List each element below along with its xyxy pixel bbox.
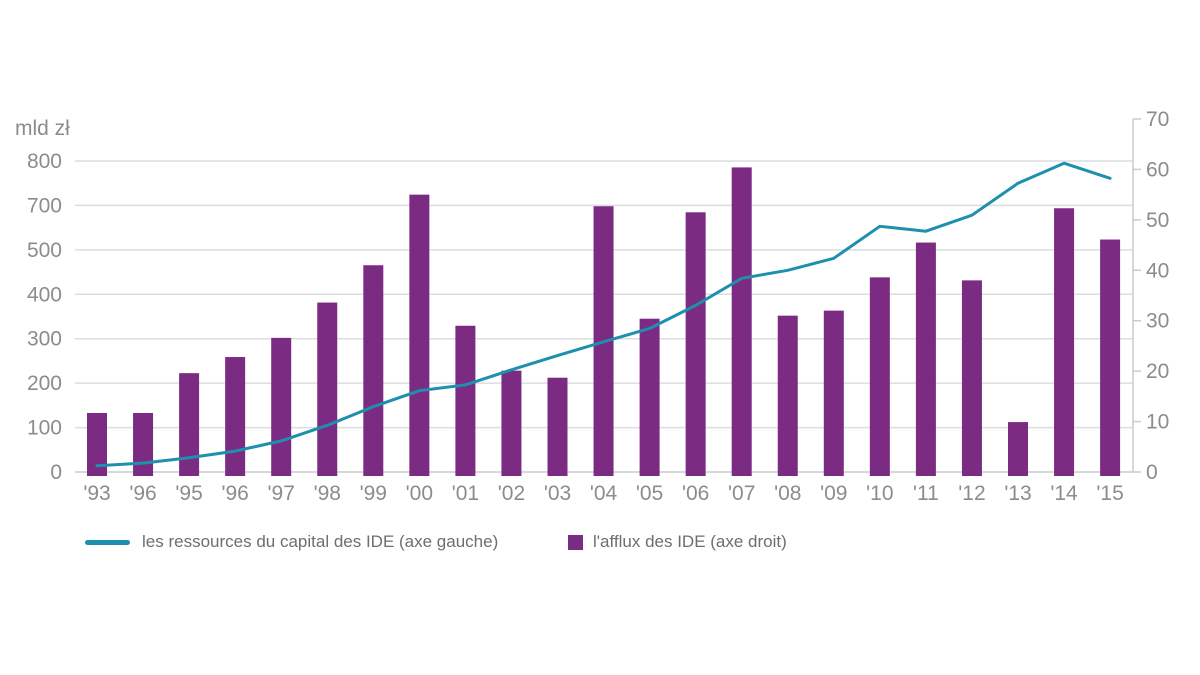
- bar: [225, 357, 246, 476]
- bar: [1008, 422, 1028, 476]
- right-axis-tick-label: 40: [1146, 259, 1169, 282]
- x-axis-tick-label: '95: [175, 482, 202, 505]
- bar-series-legend-label: l'afflux des IDE (axe droit): [593, 532, 787, 551]
- line-series-legend-label: les ressources du capital des IDE (axe g…: [142, 532, 499, 551]
- left-axis-tick-label: 500: [27, 239, 62, 262]
- bar: [915, 242, 936, 476]
- legend-item-line-series: les ressources du capital des IDE (axe g…: [85, 530, 498, 554]
- bar: [409, 194, 430, 476]
- x-axis-tick-label: '98: [314, 482, 341, 505]
- right-axis-tick-label: 50: [1146, 209, 1169, 232]
- x-axis-tick-label: '01: [452, 482, 479, 505]
- right-axis-tick-label: 70: [1146, 108, 1169, 131]
- bar: [501, 370, 522, 476]
- x-axis-tick-label: '93: [83, 482, 110, 505]
- x-axis-tick-label: '04: [590, 482, 618, 505]
- x-axis-tick-label: '09: [820, 482, 847, 505]
- x-axis-tick-label: '11: [913, 482, 939, 505]
- legend-item-bar-series: l'afflux des IDE (axe droit): [568, 530, 787, 554]
- bar-series-swatch: [568, 534, 583, 550]
- x-axis-tick-label: '96: [221, 482, 248, 505]
- left-axis-tick-label: 200: [27, 372, 62, 395]
- bar: [547, 377, 568, 476]
- x-axis-tick-label: '13: [1004, 482, 1031, 505]
- bar: [777, 315, 798, 476]
- bar: [1054, 208, 1075, 476]
- bar: [823, 310, 844, 476]
- line-series-swatch: [85, 539, 130, 545]
- bar: [87, 412, 107, 476]
- x-axis-tick-label: '00: [406, 482, 433, 505]
- right-axis-tick-label: 20: [1146, 360, 1169, 383]
- bar: [639, 318, 660, 476]
- right-axis-tick-label: 60: [1146, 158, 1169, 181]
- legend: les ressources du capital des IDE (axe g…: [0, 530, 1200, 554]
- x-axis-tick-label: '07: [728, 482, 755, 505]
- line-series: [95, 161, 1112, 468]
- x-axis-tick-label: '97: [268, 482, 295, 505]
- right-axis-tick-label: 10: [1146, 411, 1169, 434]
- left-axis-tick-label: 300: [27, 328, 62, 351]
- left-axis-unit-label: mld zł: [15, 117, 70, 140]
- left-axis-tick-label: 100: [27, 417, 62, 440]
- x-axis-tick-label: '05: [636, 482, 663, 505]
- bar: [317, 302, 338, 476]
- bar: [1100, 239, 1121, 476]
- bar: [685, 212, 706, 477]
- bar: [961, 280, 982, 476]
- x-axis-tick-label: '96: [129, 482, 156, 505]
- bar: [455, 325, 476, 476]
- x-axis-tick-label: '02: [498, 482, 525, 505]
- left-axis-tick-label: 700: [27, 194, 62, 217]
- bar: [869, 277, 890, 476]
- x-axis-tick-label: '12: [958, 482, 985, 505]
- x-axis-tick-label: '14: [1050, 482, 1078, 505]
- bar: [271, 337, 292, 476]
- bar: [133, 412, 154, 476]
- left-axis-tick-label: 400: [27, 283, 62, 306]
- x-axis-tick-label: '99: [360, 482, 387, 505]
- bar: [731, 167, 752, 476]
- right-axis-tick-label: 30: [1146, 310, 1169, 333]
- x-axis-tick-label: '10: [866, 482, 893, 505]
- x-axis-tick-label: '06: [682, 482, 709, 505]
- left-axis-tick-label: 800: [27, 150, 62, 173]
- bar: [363, 265, 384, 476]
- x-axis-tick-label: '03: [544, 482, 571, 505]
- x-axis-tick-label: '15: [1096, 482, 1123, 505]
- x-axis-tick-label: '08: [774, 482, 801, 505]
- right-axis-tick-label: 0: [1146, 461, 1158, 484]
- bar: [179, 373, 200, 476]
- left-axis-tick-label: 0: [50, 461, 62, 484]
